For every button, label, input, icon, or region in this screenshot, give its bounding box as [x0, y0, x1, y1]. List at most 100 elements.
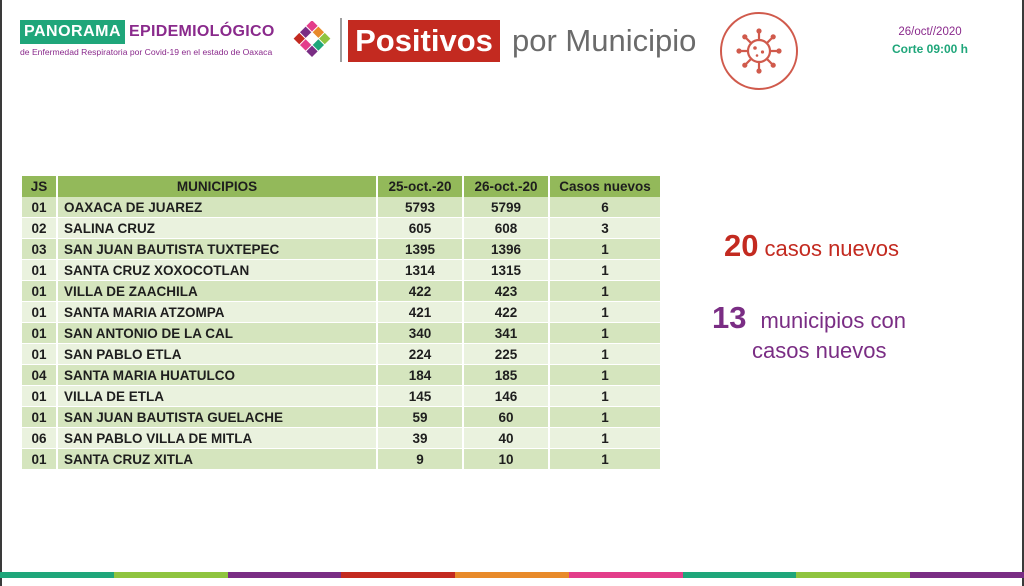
- virus-icon: [736, 28, 782, 74]
- report-date: 26/oct//2020: [898, 26, 962, 38]
- table-row: 01 VILLA DE ZAACHILA 422 423 1: [22, 281, 660, 302]
- cell-date2: 60: [464, 407, 548, 428]
- table-body: 01 OAXACA DE JUAREZ 5793 5799 6 02 SALINA CRUZ…: [22, 197, 660, 470]
- cell-date1: 1314: [378, 260, 462, 281]
- cell-municipio: SALINA CRUZ: [58, 218, 376, 239]
- cell-js: 01: [22, 344, 56, 365]
- cell-js: 06: [22, 428, 56, 449]
- cell-date2: 423: [464, 281, 548, 302]
- cell-date2: 1396: [464, 239, 548, 260]
- cell-date2: 422: [464, 302, 548, 323]
- header-divider: [340, 18, 342, 62]
- col-header-date1: 25-oct.-20: [378, 176, 462, 197]
- logo-subtitle: de Enfermedad Respiratoria por Covid-19 …: [20, 47, 273, 57]
- table-row: 04 SANTA MARIA HUATULCO 184 185 1: [22, 365, 660, 386]
- stripe-segment: [227, 572, 342, 578]
- cell-municipio: VILLA DE ETLA: [58, 386, 376, 407]
- positivos-table: JS MUNICIPIOS 25-oct.-20 26-oct.-20 Caso…: [20, 176, 660, 470]
- cell-municipio: OAXACA DE JUAREZ: [58, 197, 376, 218]
- cell-nuevos: 1: [550, 344, 660, 365]
- cell-municipio: SAN JUAN BAUTISTA TUXTEPEC: [58, 239, 376, 260]
- table-row: 01 SANTA CRUZ XITLA 9 10 1: [22, 449, 660, 470]
- table-row: 06 SAN PABLO VILLA DE MITLA 39 40 1: [22, 428, 660, 449]
- cell-js: 01: [22, 386, 56, 407]
- stripe-segment: [455, 572, 569, 578]
- cell-js: 01: [22, 323, 56, 344]
- cell-municipio: SAN PABLO ETLA: [58, 344, 376, 365]
- col-header-nuevos: Casos nuevos: [550, 176, 660, 197]
- cell-nuevos: 1: [550, 428, 660, 449]
- table-row: 02 SALINA CRUZ 605 608 3: [22, 218, 660, 239]
- cell-date1: 224: [378, 344, 462, 365]
- cell-date1: 605: [378, 218, 462, 239]
- cell-date1: 39: [378, 428, 462, 449]
- cell-js: 01: [22, 260, 56, 281]
- cell-date2: 10: [464, 449, 548, 470]
- logo-epidemiologico-text: EPIDEMIOLÓGICO: [129, 23, 275, 40]
- summary-cases: 20 casos nuevos: [724, 228, 899, 264]
- cell-municipio: VILLA DE ZAACHILA: [58, 281, 376, 302]
- cell-nuevos: 1: [550, 386, 660, 407]
- table-row: 01 VILLA DE ETLA 145 146 1: [22, 386, 660, 407]
- cell-municipio: SAN JUAN BAUTISTA GUELACHE: [58, 407, 376, 428]
- table-row: 03 SAN JUAN BAUTISTA TUXTEPEC 1395 1396 1: [22, 239, 660, 260]
- cell-js: 01: [22, 449, 56, 470]
- cell-date2: 608: [464, 218, 548, 239]
- cell-municipio: SAN PABLO VILLA DE MITLA: [58, 428, 376, 449]
- table-row: 01 SANTA CRUZ XOXOCOTLAN 1314 1315 1: [22, 260, 660, 281]
- frame-right-border: [1022, 0, 1024, 586]
- stripe-segment: [796, 572, 911, 578]
- cell-nuevos: 6: [550, 197, 660, 218]
- stripe-segment: [0, 572, 114, 578]
- table-row: 01 SAN JUAN BAUTISTA GUELACHE 59 60 1: [22, 407, 660, 428]
- cell-date2: 5799: [464, 197, 548, 218]
- logo-panorama-text: PANORAMA: [20, 20, 126, 44]
- title-rest: por Municipio: [512, 23, 697, 58]
- table-row: 01 OAXACA DE JUAREZ 5793 5799 6: [22, 197, 660, 218]
- stripe-segment: [568, 572, 683, 578]
- col-header-js: JS: [22, 176, 56, 197]
- cell-municipio: SANTA CRUZ XITLA: [58, 449, 376, 470]
- virus-badge: [720, 12, 798, 90]
- table-header-row: JS MUNICIPIOS 25-oct.-20 26-oct.-20 Caso…: [22, 176, 660, 197]
- cell-date1: 5793: [378, 197, 462, 218]
- panorama-logo: PANORAMA EPIDEMIOLÓGICO de Enfermedad Re…: [20, 20, 292, 64]
- frame-left-border: [0, 0, 2, 586]
- cell-date2: 225: [464, 344, 548, 365]
- col-header-date2: 26-oct.-20: [464, 176, 548, 197]
- cell-municipio: SAN ANTONIO DE LA CAL: [58, 323, 376, 344]
- cell-nuevos: 1: [550, 281, 660, 302]
- cell-date1: 421: [378, 302, 462, 323]
- cell-js: 01: [22, 302, 56, 323]
- cell-nuevos: 1: [550, 302, 660, 323]
- cutoff-time: Corte 09:00 h: [891, 42, 969, 56]
- municipios-label-line2: casos nuevos: [752, 338, 887, 363]
- cell-date1: 340: [378, 323, 462, 344]
- stripe-segment: [113, 572, 228, 578]
- cases-label: casos nuevos: [764, 236, 900, 261]
- cell-nuevos: 1: [550, 365, 660, 386]
- cell-js: 01: [22, 281, 56, 302]
- cell-js: 01: [22, 197, 56, 218]
- cell-js: 02: [22, 218, 56, 239]
- table-row: 01 SAN ANTONIO DE LA CAL 340 341 1: [22, 323, 660, 344]
- cell-nuevos: 1: [550, 323, 660, 344]
- cell-nuevos: 3: [550, 218, 660, 239]
- cell-date1: 184: [378, 365, 462, 386]
- cases-count: 20: [724, 228, 759, 263]
- cell-date1: 422: [378, 281, 462, 302]
- cell-date1: 1395: [378, 239, 462, 260]
- stripe-segment: [341, 572, 456, 578]
- cell-municipio: SANTA CRUZ XOXOCOTLAN: [58, 260, 376, 281]
- municipios-label-line1: municipios con: [760, 308, 906, 333]
- stripe-segment: [910, 572, 1024, 578]
- summary-municipios: 13 municipios con casos nuevos: [712, 300, 952, 364]
- cell-date1: 9: [378, 449, 462, 470]
- title-highlight: Positivos: [348, 20, 500, 62]
- table-row: 01 SAN PABLO ETLA 224 225 1: [22, 344, 660, 365]
- cell-municipio: SANTA MARIA ATZOMPA: [58, 302, 376, 323]
- cell-date2: 1315: [464, 260, 548, 281]
- cell-date2: 146: [464, 386, 548, 407]
- cell-nuevos: 1: [550, 449, 660, 470]
- cell-js: 03: [22, 239, 56, 260]
